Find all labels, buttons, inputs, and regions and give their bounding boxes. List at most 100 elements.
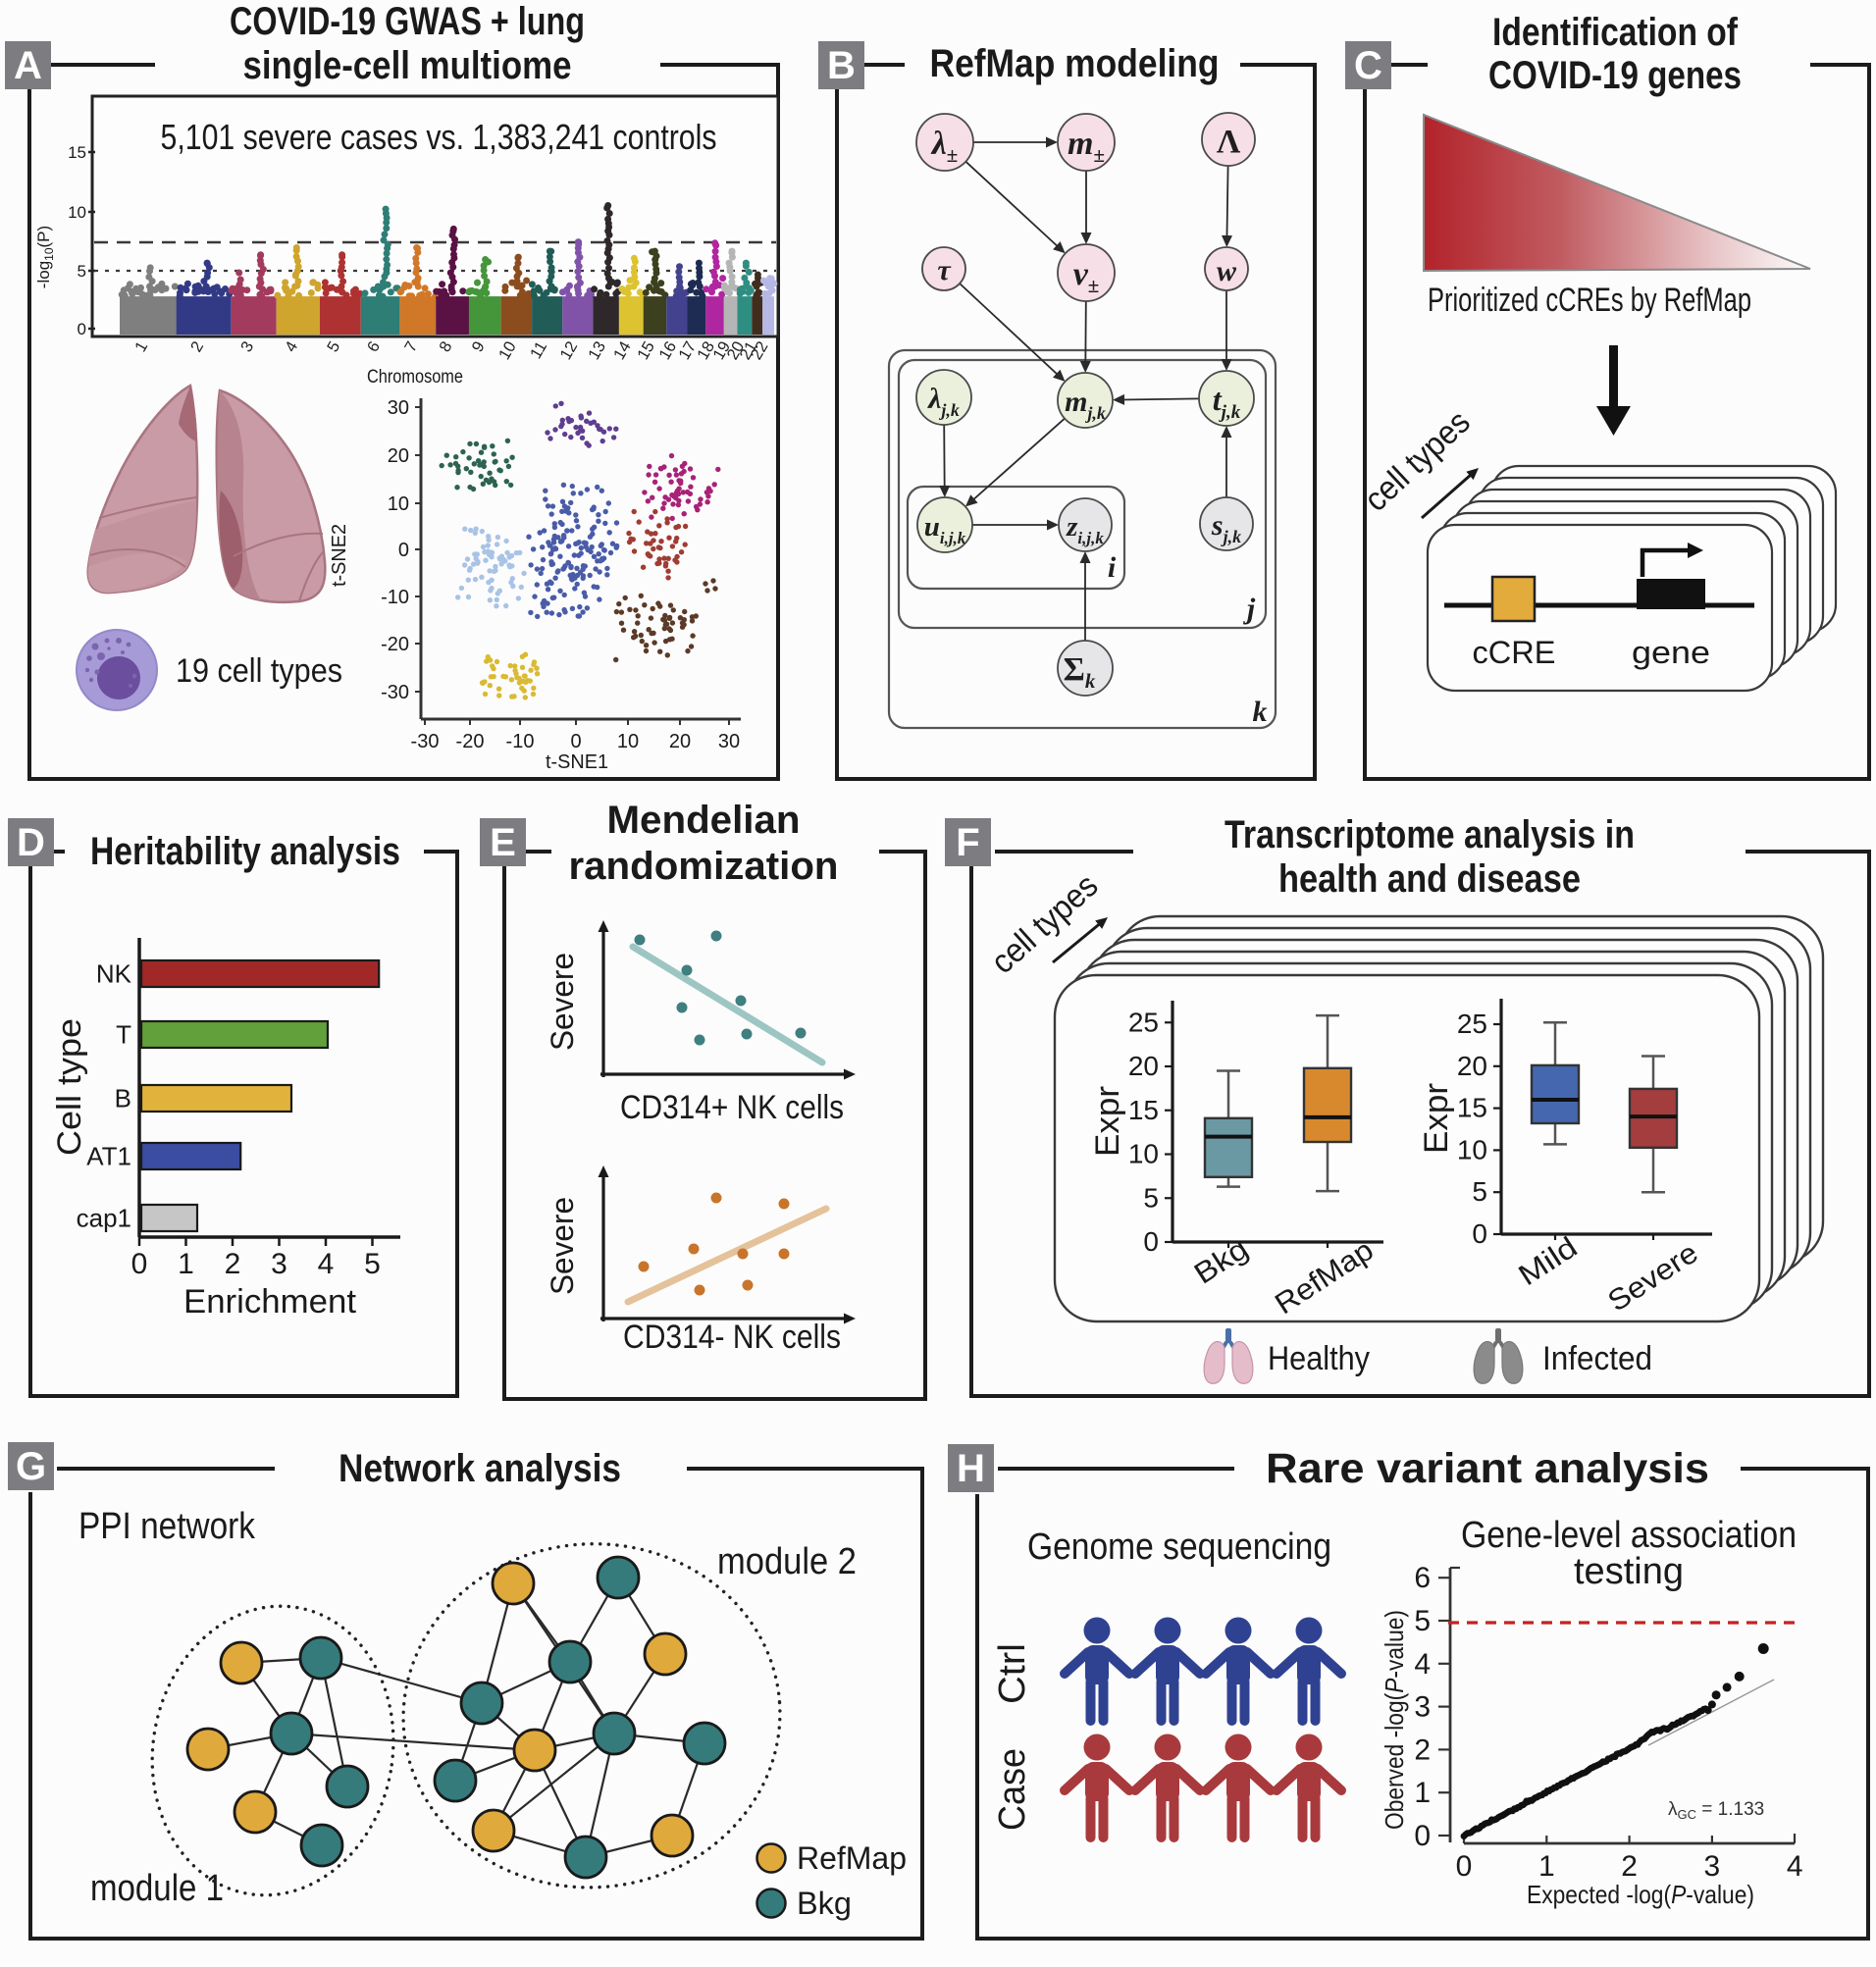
svg-text:Prioritized cCREs by RefMap: Prioritized cCREs by RefMap <box>1428 282 1751 319</box>
svg-text:t-SNE1: t-SNE1 <box>546 751 608 773</box>
svg-text:i: i <box>1108 551 1117 584</box>
svg-text:k: k <box>1253 696 1268 728</box>
svg-text:-10: -10 <box>506 731 535 752</box>
svg-text:PPI network: PPI network <box>78 1506 256 1547</box>
svg-text:20: 20 <box>388 445 409 467</box>
svg-text:0: 0 <box>1414 1820 1431 1852</box>
svg-text:20: 20 <box>1128 1051 1159 1081</box>
svg-text:20: 20 <box>669 731 691 752</box>
svg-text:5: 5 <box>364 1248 381 1280</box>
svg-text:Network analysis: Network analysis <box>339 1447 621 1490</box>
svg-text:Bkg: Bkg <box>797 1886 852 1921</box>
svg-text:15: 15 <box>1457 1093 1487 1123</box>
svg-text:Ctrl: Ctrl <box>992 1643 1033 1704</box>
svg-text:RefMap modeling: RefMap modeling <box>930 42 1220 85</box>
svg-text:-20: -20 <box>381 634 409 655</box>
svg-text:Oberved -log(P-value): Oberved -log(P-value) <box>1380 1610 1409 1830</box>
svg-text:4: 4 <box>1787 1850 1803 1883</box>
svg-text:10: 10 <box>1128 1139 1159 1169</box>
svg-text:Infected: Infected <box>1542 1340 1652 1377</box>
svg-text:health and disease: health and disease <box>1278 857 1581 901</box>
svg-text:AT1: AT1 <box>86 1142 131 1171</box>
svg-text:10: 10 <box>617 731 639 752</box>
svg-text:-log10(P): -log10(P) <box>34 226 56 288</box>
svg-text:4: 4 <box>318 1248 335 1280</box>
svg-text:5: 5 <box>78 262 86 281</box>
svg-text:B: B <box>115 1084 131 1113</box>
svg-text:-20: -20 <box>456 731 485 752</box>
svg-text:5: 5 <box>1414 1605 1431 1637</box>
svg-text:4: 4 <box>1414 1648 1431 1681</box>
svg-text:E: E <box>490 821 516 864</box>
svg-text:NK: NK <box>96 959 132 989</box>
svg-text:Rare variant analysis: Rare variant analysis <box>1266 1445 1709 1492</box>
svg-text:CD314+ NK cells: CD314+ NK cells <box>620 1089 844 1126</box>
svg-text:G: G <box>16 1445 46 1488</box>
svg-text:5,101 severe cases vs. 1,383,2: 5,101 severe cases vs. 1,383,241 control… <box>161 117 717 157</box>
svg-text:Severe: Severe <box>545 953 580 1051</box>
svg-text:Genome sequencing: Genome sequencing <box>1027 1527 1331 1568</box>
svg-text:gene: gene <box>1632 635 1710 670</box>
svg-text:Mendelian: Mendelian <box>607 799 801 842</box>
svg-text:Case: Case <box>992 1748 1033 1831</box>
svg-text:25: 25 <box>1457 1009 1487 1039</box>
svg-text:B: B <box>827 44 856 87</box>
svg-text:Healthy: Healthy <box>1268 1340 1370 1377</box>
svg-text:Identification of: Identification of <box>1492 11 1739 54</box>
svg-text:1: 1 <box>1414 1777 1431 1809</box>
svg-text:0: 0 <box>78 320 86 338</box>
svg-text:19 cell types: 19 cell types <box>176 652 342 690</box>
svg-text:1: 1 <box>178 1248 194 1280</box>
svg-text:Expr: Expr <box>1418 1083 1455 1154</box>
svg-text:3: 3 <box>1414 1691 1431 1724</box>
svg-text:Enrichment: Enrichment <box>183 1283 357 1320</box>
svg-text:T: T <box>116 1020 131 1050</box>
svg-text:3: 3 <box>271 1248 287 1280</box>
svg-text:2: 2 <box>1414 1734 1431 1766</box>
svg-text:25: 25 <box>1128 1007 1159 1037</box>
svg-text:0: 0 <box>1472 1218 1487 1249</box>
svg-text:randomization: randomization <box>569 845 839 888</box>
svg-text:H: H <box>957 1447 985 1490</box>
svg-text:Expected -log(P-value): Expected -log(P-value) <box>1527 1880 1754 1909</box>
svg-text:-30: -30 <box>411 731 440 752</box>
svg-text:0: 0 <box>131 1248 148 1280</box>
svg-text:15: 15 <box>68 143 86 162</box>
svg-text:C: C <box>1354 44 1382 87</box>
svg-text:3: 3 <box>1704 1850 1721 1883</box>
svg-text:10: 10 <box>388 493 409 515</box>
svg-text:module 2: module 2 <box>717 1541 857 1582</box>
svg-text:Heritability analysis: Heritability analysis <box>90 830 400 873</box>
svg-text:0: 0 <box>398 540 409 561</box>
svg-text:F: F <box>956 821 979 864</box>
svg-text:5: 5 <box>1472 1176 1487 1207</box>
svg-text:cCRE: cCRE <box>1473 635 1556 670</box>
svg-text:testing: testing <box>1574 1551 1684 1592</box>
svg-text:Severe: Severe <box>545 1197 580 1295</box>
svg-text:Cell type: Cell type <box>51 1018 88 1156</box>
svg-text:-30: -30 <box>381 682 409 703</box>
svg-text:COVID-19 genes: COVID-19 genes <box>1488 54 1742 97</box>
svg-text:Chromosome: Chromosome <box>367 367 463 388</box>
svg-text:-10: -10 <box>381 587 409 608</box>
svg-text:D: D <box>17 821 45 864</box>
svg-text:0: 0 <box>1456 1850 1473 1883</box>
svg-text:COVID-19 GWAS + lung: COVID-19 GWAS + lung <box>230 0 585 43</box>
svg-text:2: 2 <box>1621 1850 1638 1883</box>
svg-text:A: A <box>14 44 42 87</box>
svg-text:module 1: module 1 <box>90 1868 224 1909</box>
svg-text:w: w <box>1217 255 1237 287</box>
svg-text:τ: τ <box>937 254 952 286</box>
svg-text:30: 30 <box>718 731 740 752</box>
svg-text:20: 20 <box>1457 1051 1487 1081</box>
svg-text:1: 1 <box>1538 1850 1555 1883</box>
svg-text:RefMap: RefMap <box>797 1840 907 1876</box>
svg-text:10: 10 <box>1457 1134 1487 1165</box>
svg-text:Expr: Expr <box>1089 1086 1126 1157</box>
svg-text:10: 10 <box>68 203 86 222</box>
svg-text:30: 30 <box>388 397 409 419</box>
svg-text:Λ: Λ <box>1217 124 1241 160</box>
svg-text:2: 2 <box>225 1248 241 1280</box>
svg-text:t-SNE2: t-SNE2 <box>329 524 350 587</box>
svg-text:j: j <box>1243 593 1256 625</box>
